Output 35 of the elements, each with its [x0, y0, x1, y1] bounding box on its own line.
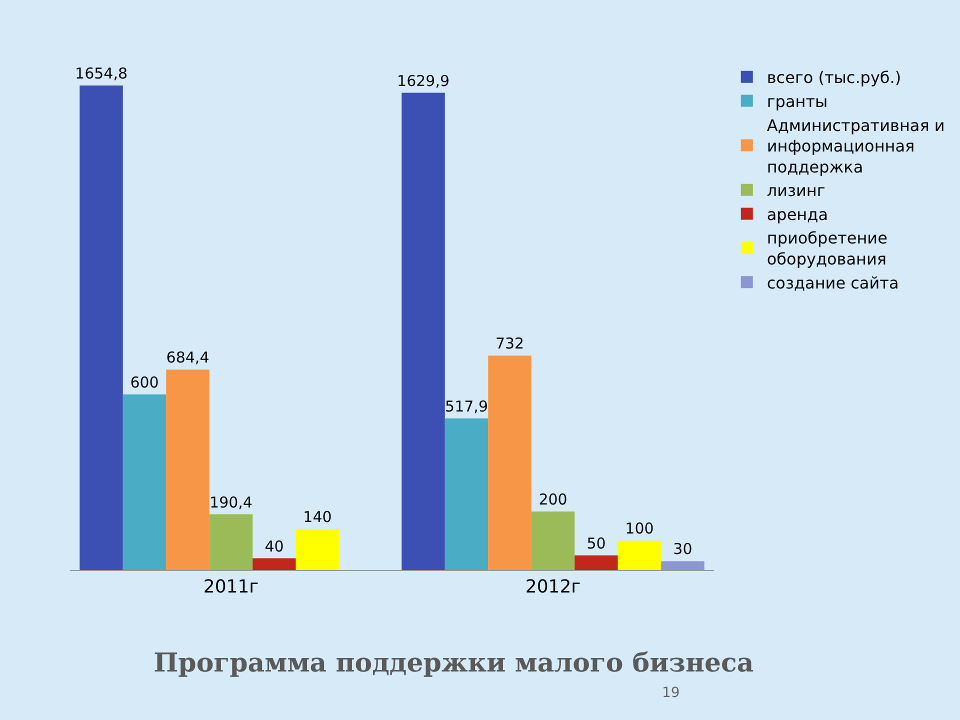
bar — [166, 370, 210, 570]
data-label: 200 — [538, 490, 568, 508]
bar — [661, 561, 704, 570]
data-label: 100 — [625, 520, 654, 538]
bar — [488, 356, 532, 570]
bar — [296, 529, 340, 570]
data-label: 50 — [586, 534, 606, 552]
data-label: 140 — [303, 508, 332, 526]
data-label: 517,9 — [445, 397, 488, 416]
legend-label: всего (тыс.руб.) — [766, 68, 902, 88]
bar — [209, 514, 253, 570]
legend-label: лизинг — [766, 181, 826, 200]
data-label: 40 — [264, 537, 284, 556]
legend-label: аренда — [766, 204, 828, 224]
legend-label: гранты — [766, 92, 828, 111]
data-label: 30 — [673, 540, 692, 558]
legend-label: создание сайта — [766, 273, 899, 292]
data-label: 190,4 — [210, 493, 252, 512]
data-label: 684,4 — [166, 348, 210, 367]
data-label: 1654,8 — [75, 64, 128, 82]
bar — [252, 558, 296, 570]
bar — [574, 555, 618, 570]
text: 19 — [662, 685, 680, 701]
x-tick-label: 2011г — [203, 576, 259, 598]
bar — [531, 511, 575, 570]
data-label: 1629,9 — [397, 72, 450, 90]
data-label: 732 — [495, 334, 524, 353]
bar — [618, 540, 662, 570]
bar — [402, 92, 445, 570]
bar — [80, 86, 123, 570]
bar — [444, 418, 488, 570]
x-tick-label: 2012г — [525, 576, 581, 598]
data-label: 600 — [130, 373, 159, 392]
text: Программа поддержки малого бизнеса — [154, 648, 754, 678]
bar — [122, 394, 166, 570]
